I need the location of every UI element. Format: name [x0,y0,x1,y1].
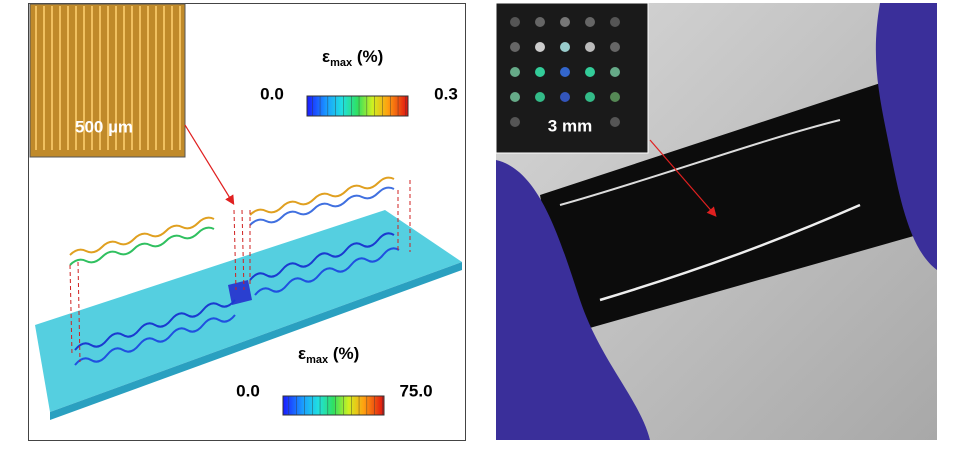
device-strip [540,75,935,335]
colorbar-max: 0.3 [434,84,458,103]
scale-label: 500 µm [75,117,133,136]
colorbar-min: 0.0 [260,84,284,103]
reflection [599,203,861,302]
led-array [510,17,620,127]
serpentines [69,176,400,366]
glove-left [496,160,650,440]
reflection [559,119,841,206]
arrow [649,139,717,217]
photo-inset [495,2,649,154]
center-pad [228,280,252,305]
glove-right [875,3,937,270]
colorbar-title: εmax (%) [322,47,383,68]
micrograph-inset [29,3,186,158]
colorbar-ticks [282,395,385,416]
arrow [184,124,235,206]
colorbar-ticks [306,95,409,117]
colorbar-title: εmax (%) [298,344,359,365]
colorbar-max: 75.0 [399,381,432,400]
guide-lines [69,180,411,363]
colorbar-min: 0.0 [236,381,260,400]
scale-label: 3 mm [548,116,592,135]
slab-edge [50,262,462,420]
